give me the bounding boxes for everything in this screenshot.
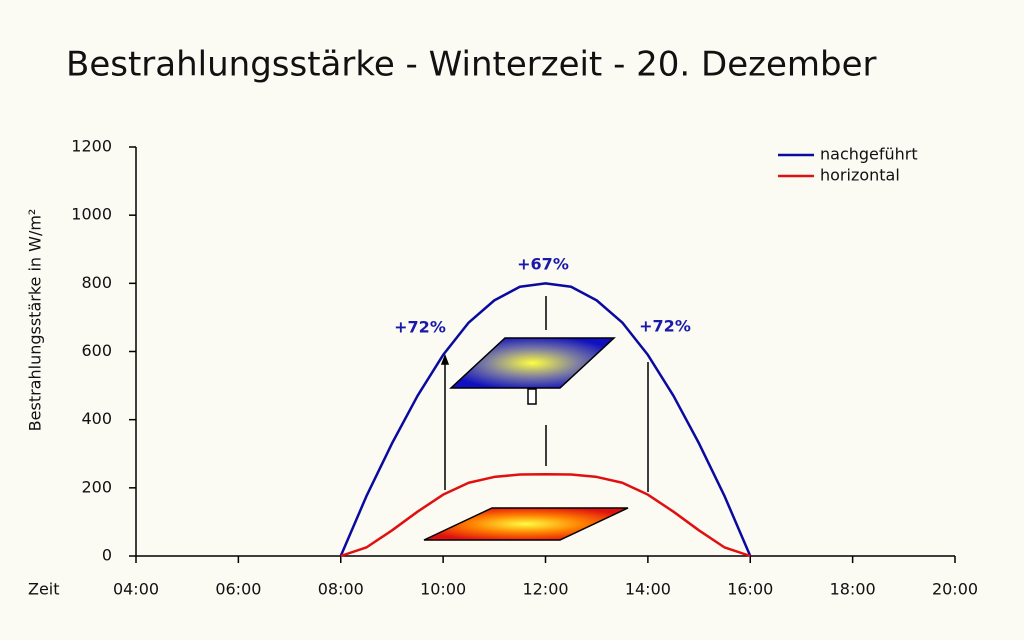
- x-tick-label: 16:00: [727, 580, 773, 599]
- x-tick-label: 10:00: [420, 580, 466, 599]
- x-tick-label: 08:00: [318, 580, 364, 599]
- y-tick-label: 1200: [71, 137, 112, 156]
- line-series: [339, 282, 752, 557]
- annotation: +72%: [394, 318, 446, 337]
- x-tick-label: 14:00: [625, 580, 671, 599]
- x-tick-label: 20:00: [932, 580, 978, 599]
- y-tick-label: 1000: [71, 205, 112, 224]
- y-tick-label: 0: [102, 546, 112, 565]
- chart-title: Bestrahlungsstärke - Winterzeit - 20. De…: [66, 45, 877, 85]
- x-tick-label: 12:00: [522, 580, 568, 599]
- x-tick-label: 18:00: [830, 580, 876, 599]
- legend-label: nachgeführt: [820, 145, 918, 164]
- annotation: +72%: [639, 317, 691, 336]
- decoration: [423, 296, 649, 541]
- y-tick-label: 400: [81, 409, 112, 428]
- legend-label: horizontal: [820, 166, 900, 185]
- y-axis-label: Bestrahlungsstärke in W/m²: [26, 209, 45, 432]
- y-tick-label: 800: [81, 273, 112, 292]
- annotation: +67%: [517, 255, 569, 274]
- line-series: [340, 472, 751, 558]
- x-axis-label: Zeit: [28, 580, 60, 599]
- x-tick-label: 06:00: [215, 580, 261, 599]
- y-tick-label: 200: [81, 477, 112, 496]
- y-tick-label: 600: [81, 341, 112, 360]
- x-tick-label: 04:00: [113, 580, 159, 599]
